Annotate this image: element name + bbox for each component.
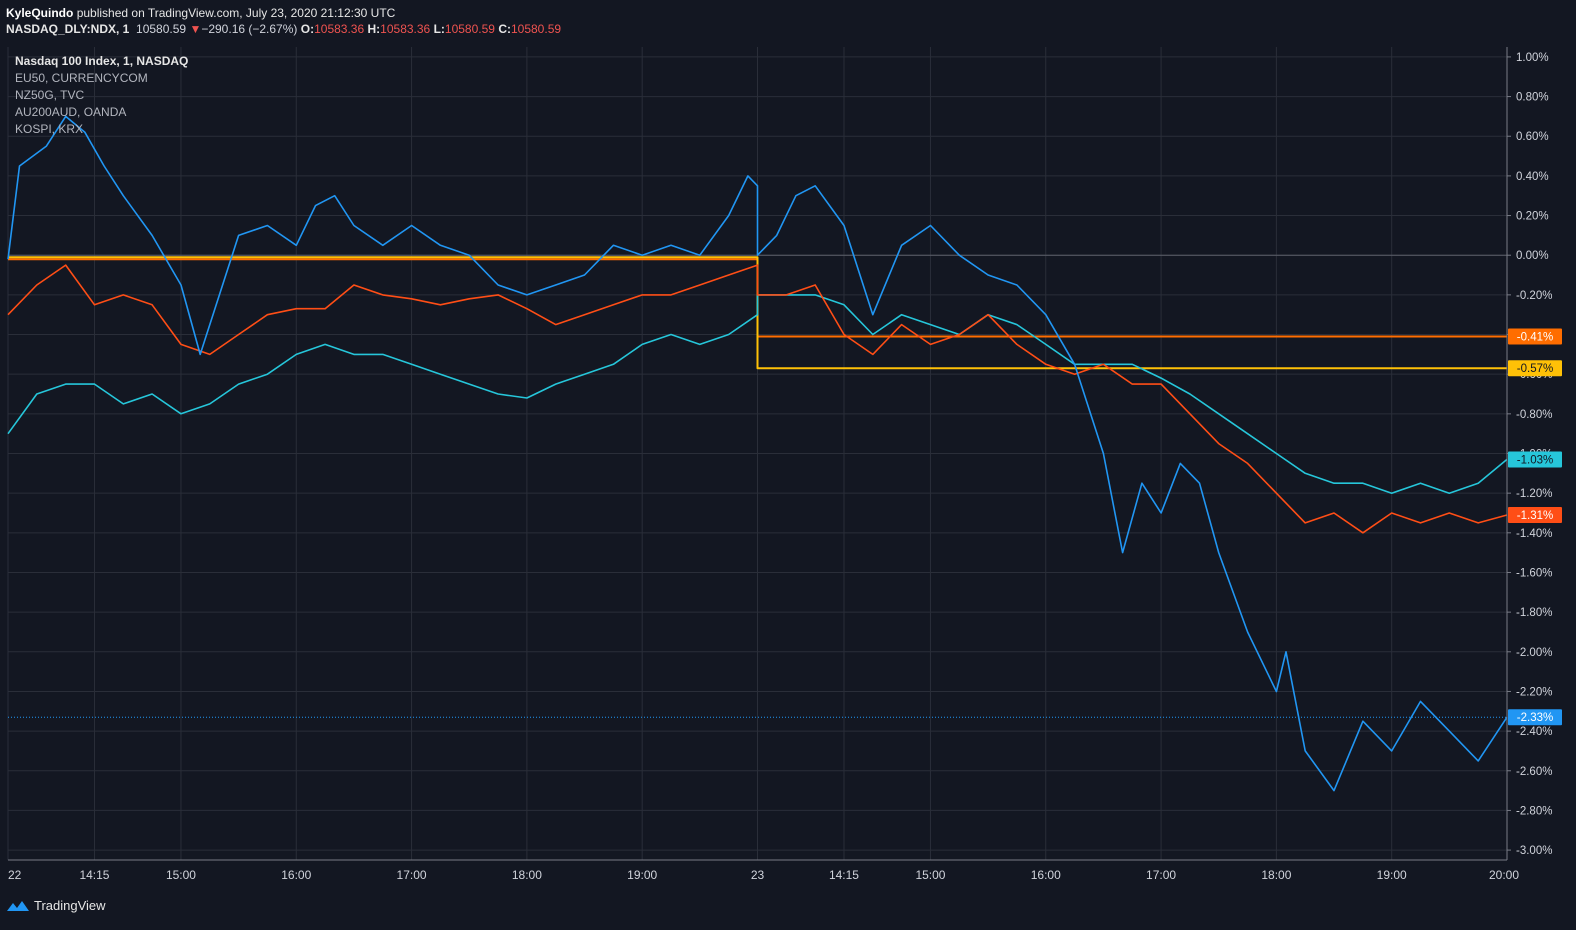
last-value-label-kospi: -0.57% (1517, 363, 1553, 375)
x-tick-label: 19:00 (1377, 868, 1407, 882)
last-value-tag-au200 (1508, 328, 1562, 345)
x-tick-label: 23 (751, 868, 765, 882)
y-tick-label: 0.00% (1516, 250, 1549, 262)
publish-info: published on TradingView.com, July 23, 2… (76, 6, 396, 20)
last-value-tag-eu50 (1508, 451, 1562, 468)
low-value: 10580.59 (444, 22, 495, 36)
legend-item-kospi[interactable]: KOSPI, KRX (15, 122, 84, 136)
x-tick-label: 18:00 (512, 868, 542, 882)
down-arrow-icon: ▼ (189, 22, 202, 36)
y-tick-label: -1.20% (1516, 488, 1552, 500)
y-tick-label: -0.20% (1516, 290, 1552, 302)
high-value: 10583.36 (380, 22, 431, 36)
last-value-tag-nz50 (1508, 506, 1562, 523)
y-tick-label: -1.40% (1516, 528, 1552, 540)
y-tick-label: -0.80% (1516, 409, 1552, 421)
low-label: L: (433, 22, 445, 36)
y-tick-label: -1.60% (1516, 567, 1552, 579)
chart-header: KyleQuindo published on TradingView.com,… (6, 5, 561, 37)
y-tick-label: 1.00% (1516, 52, 1549, 64)
legend-item-eu50[interactable]: EU50, CURRENCYCOM (15, 71, 148, 85)
author-link[interactable]: KyleQuindo (6, 6, 74, 20)
series-line-eu50 (7, 294, 1508, 494)
footer-brand-text[interactable]: TradingView (34, 898, 106, 913)
symbol-label[interactable]: NASDAQ_DLY:NDX, 1 (6, 22, 130, 36)
y-tick-label: -1.80% (1516, 607, 1552, 619)
last-value-tags: -2.33% -1.03% -1.31% -0.41% -0.57% (1508, 328, 1562, 726)
series-line-ndx (7, 115, 1508, 792)
footer-branding: TradingView (6, 898, 106, 913)
y-tick-label: -2.40% (1516, 726, 1552, 738)
x-tick-label: 17:00 (1146, 868, 1176, 882)
chart-grid (7, 47, 1508, 860)
series-legend: Nasdaq 100 Index, 1, NASDAQ EU50, CURREN… (15, 53, 188, 138)
open-label: O: (300, 22, 315, 36)
y-tick-label: 0.60% (1516, 131, 1549, 143)
tradingview-logo-icon (7, 900, 29, 911)
y-tick-label: 0.80% (1516, 92, 1549, 104)
legend-item-ndx[interactable]: Nasdaq 100 Index, 1, NASDAQ (15, 54, 189, 68)
x-tick-label: 19:00 (627, 868, 657, 882)
x-tick-label: 16:00 (281, 868, 311, 882)
price-change: −290.16 (−2.67%) (201, 22, 298, 36)
y-tick-label: -3.00% (1516, 845, 1552, 857)
last-value-tag-kospi (1508, 360, 1562, 377)
y-tick-label: 0.40% (1516, 171, 1549, 183)
close-value: 10580.59 (510, 22, 562, 36)
time-scale: 22 14:15 15:00 16:00 17:00 18:00 19:00 23 14:15 1… (8, 859, 1519, 882)
high-label: H: (367, 22, 381, 36)
open-value: 10583.36 (314, 22, 365, 36)
x-tick-label: 15:00 (166, 868, 196, 882)
y-tick-label: -2.80% (1516, 805, 1552, 817)
last-value-label-nz50: -1.31% (1517, 510, 1553, 522)
last-value-label-eu50: -1.03% (1517, 454, 1553, 466)
x-tick-label: 22 (8, 868, 22, 882)
legend-item-au200[interactable]: AU200AUD, OANDA (15, 105, 127, 119)
legend-item-nz50[interactable]: NZ50G, TVC (15, 88, 85, 102)
x-tick-label: 15:00 (915, 868, 945, 882)
y-tick-label: -2.00% (1516, 647, 1552, 659)
publish-line: KyleQuindo published on TradingView.com,… (6, 5, 561, 21)
close-label: C: (498, 22, 511, 36)
x-tick-label: 20:00 (1489, 868, 1519, 882)
x-tick-label: 14:15 (829, 868, 859, 882)
x-tick-label: 17:00 (397, 868, 427, 882)
last-value-label-ndx: -2.33% (1517, 712, 1553, 724)
y-tick-label: -2.20% (1516, 686, 1552, 698)
x-tick-label: 18:00 (1261, 868, 1291, 882)
last-price: 10580.59 (136, 22, 187, 36)
last-value-label-au200: -0.41% (1517, 332, 1553, 344)
x-tick-label: 14:15 (79, 868, 109, 882)
ohlc-line: NASDAQ_DLY:NDX, 1 10580.59 ▼−290.16 (−2.… (6, 21, 561, 37)
y-tick-label: 0.20% (1516, 211, 1549, 223)
last-value-tag-ndx (1508, 709, 1562, 726)
y-tick-label: -2.60% (1516, 766, 1552, 778)
x-tick-label: 16:00 (1031, 868, 1061, 882)
series-line-nz50 (7, 264, 1508, 534)
chart-series (7, 115, 1508, 792)
